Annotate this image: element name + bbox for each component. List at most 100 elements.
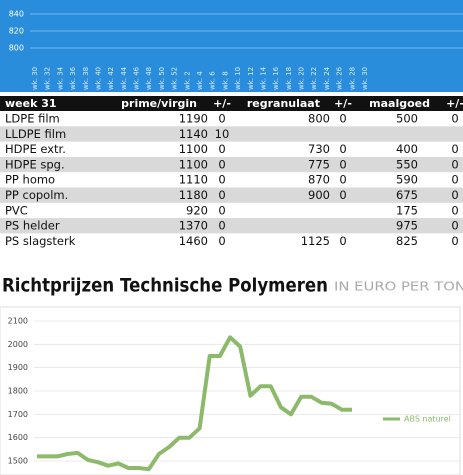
table-cell: 920 xyxy=(186,203,208,217)
table-row-shade xyxy=(0,156,463,173)
table-cell: 550 xyxy=(396,157,418,171)
y-tick-label: 1600 xyxy=(8,433,28,442)
legend-label: ABS naturel xyxy=(404,415,451,424)
y-tick-label: 2100 xyxy=(8,316,28,325)
x-tick-label: wk. 20 xyxy=(298,67,306,90)
x-tick-label: wk. 28 xyxy=(348,67,356,90)
chart-subtitle: IN EURO PER TON xyxy=(334,280,463,294)
table-cell: 900 xyxy=(308,188,330,202)
table-cell: PP copolm. xyxy=(5,188,68,202)
x-tick-label: wk. 52 xyxy=(171,67,179,90)
table-cell: 1180 xyxy=(179,188,208,202)
table-cell: 0 xyxy=(218,157,225,171)
y-tick-label: 1900 xyxy=(8,363,28,372)
table-cell: 1460 xyxy=(179,234,208,248)
x-tick-label: wk. 26 xyxy=(336,66,344,90)
y-tick-label: 1800 xyxy=(8,387,28,396)
y-tick-label: 820 xyxy=(9,27,24,36)
table-cell: 10 xyxy=(215,127,230,141)
x-tick-label: wk. 18 xyxy=(285,67,293,90)
table-cell: PP homo xyxy=(5,173,55,187)
x-tick-label: wk. 38 xyxy=(82,67,90,90)
x-tick-label: wk. 4 xyxy=(196,71,204,90)
table-cell: 0 xyxy=(218,173,225,187)
x-tick-label: wk. 48 xyxy=(145,67,153,90)
table-cell: 0 xyxy=(451,188,458,202)
table-cell: 0 xyxy=(218,142,225,156)
table-cell: HDPE spg. xyxy=(5,157,65,171)
table-cell: LLDPE film xyxy=(5,127,66,141)
y-tick-label: 2000 xyxy=(8,340,28,349)
x-tick-label: wk. 22 xyxy=(310,67,318,90)
table-cell: 0 xyxy=(218,203,225,217)
table-cell: 500 xyxy=(396,112,418,126)
table-cell: 175 xyxy=(396,203,418,217)
table-cell: PS slagsterk xyxy=(5,234,76,248)
table-header-cell: regranulaat xyxy=(247,97,320,110)
table-cell: 1110 xyxy=(179,173,208,187)
table-cell: 0 xyxy=(339,157,346,171)
table-header-background xyxy=(0,96,463,111)
table-cell: 0 xyxy=(339,234,346,248)
table-cell: 1140 xyxy=(179,127,208,141)
x-tick-label: wk. 46 xyxy=(133,66,141,90)
table-cell: 730 xyxy=(308,142,330,156)
table-cell: 1370 xyxy=(179,219,208,233)
table-cell: LDPE film xyxy=(5,112,60,126)
y-tick-label: 1500 xyxy=(8,457,28,466)
table-cell: 0 xyxy=(451,203,458,217)
x-tick-label: wk. 16 xyxy=(272,66,280,90)
x-tick-label: wk. 6 xyxy=(209,71,217,90)
x-tick-label: wk. 40 xyxy=(94,67,102,90)
table-cell: 1125 xyxy=(301,234,330,248)
table-cell: 0 xyxy=(339,142,346,156)
table-header-cell: week 31 xyxy=(5,97,57,110)
table-cell: 0 xyxy=(218,219,225,233)
table-header-cell: maalgoed xyxy=(369,97,430,110)
table-cell: 0 xyxy=(339,112,346,126)
table-cell: 0 xyxy=(218,188,225,202)
x-tick-label: wk. 12 xyxy=(247,67,255,90)
table-cell: 775 xyxy=(308,157,330,171)
table-cell: 1100 xyxy=(179,142,208,156)
table-cell: 0 xyxy=(451,173,458,187)
series-line xyxy=(37,335,352,472)
table-row-shade xyxy=(0,187,463,203)
x-tick-label: wk. 30 xyxy=(31,67,39,90)
y-tick-label: 1700 xyxy=(8,410,28,419)
table-header-cell: prime/virgin xyxy=(121,97,197,110)
table-cell: HDPE extr. xyxy=(5,142,66,156)
table-cell: 0 xyxy=(451,234,458,248)
table-cell: 1190 xyxy=(179,112,208,126)
x-tick-label: wk. 36 xyxy=(69,66,77,90)
x-tick-label: wk. 8 xyxy=(221,71,229,90)
x-tick-label: wk. 42 xyxy=(107,67,115,90)
table-cell: 0 xyxy=(451,157,458,171)
x-tick-label: wk. 30 xyxy=(361,67,369,90)
table-cell: 0 xyxy=(218,112,225,126)
x-tick-label: wk. 34 xyxy=(56,66,64,90)
table-header-cell: +/- xyxy=(213,97,231,110)
top-chart-background xyxy=(0,0,463,92)
x-tick-label: wk. 10 xyxy=(234,67,242,90)
y-tick-label: 800 xyxy=(9,44,24,53)
table-cell: 675 xyxy=(396,188,418,202)
table-cell: 1100 xyxy=(179,157,208,171)
table-cell: 400 xyxy=(396,142,418,156)
table-cell: 0 xyxy=(339,173,346,187)
table-cell: 0 xyxy=(451,142,458,156)
chart-title: Richtprijzen Technische Polymeren xyxy=(2,275,328,297)
table-cell: 0 xyxy=(218,234,225,248)
table-cell: 975 xyxy=(396,219,418,233)
table-cell: 0 xyxy=(339,188,346,202)
x-tick-label: wk. 32 xyxy=(44,67,52,90)
table-cell: 590 xyxy=(396,173,418,187)
table-header-cell: +/- xyxy=(334,97,352,110)
table-cell: 870 xyxy=(308,173,330,187)
table-cell: PVC xyxy=(5,203,28,217)
table-cell: 0 xyxy=(451,219,458,233)
x-tick-label: wk. 14 xyxy=(259,66,267,90)
table-cell: PS helder xyxy=(5,219,60,233)
table-cell: 800 xyxy=(308,112,330,126)
